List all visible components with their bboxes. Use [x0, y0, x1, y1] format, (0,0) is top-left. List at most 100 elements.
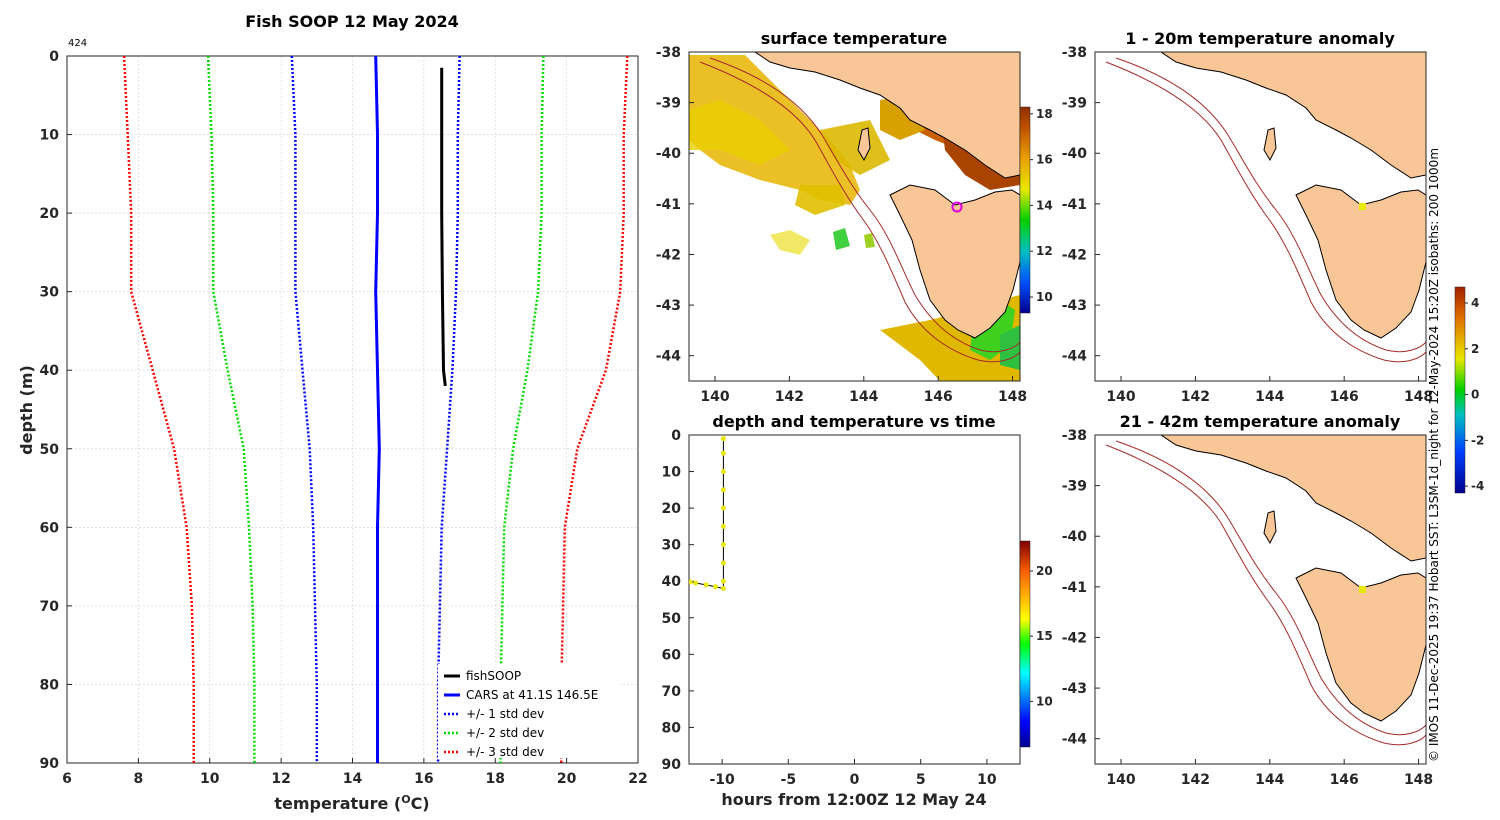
temperature-point	[720, 542, 726, 548]
x-tick-label: 140	[1106, 772, 1135, 788]
x-tick-label: 148	[998, 389, 1027, 405]
time-series-axes-box	[688, 434, 1021, 765]
anomaly-shallow-axes-box	[1094, 51, 1427, 382]
sst-colorbar	[1019, 106, 1031, 314]
y-tick-label: -41	[1062, 197, 1087, 213]
x-tick-label: 20	[557, 771, 577, 787]
time-series-colorbar	[1019, 540, 1031, 748]
anomaly-deep-x-ticks: 140 142 144 146 148	[1106, 759, 1433, 788]
y-tick-label: 60	[40, 520, 60, 536]
x-tick-label: 14	[343, 771, 363, 787]
temperature-point	[720, 487, 726, 493]
y-tick-label: -43	[1062, 298, 1087, 314]
colorbar-tick-label: -2	[1471, 433, 1484, 447]
anomaly-shallow-panel: 1 - 20m temperature anomaly 140 142 144 146…	[1062, 29, 1484, 494]
y-tick-label: 50	[40, 442, 60, 458]
sst-map-panel: surface temperature	[656, 29, 1053, 405]
x-tick-label: -10	[709, 772, 735, 788]
profile-y-ticks: 0 10 20 30 40 50 60 70 80 90	[40, 49, 72, 772]
y-tick-label: -40	[656, 146, 682, 162]
temperature-point	[720, 523, 726, 529]
colorbar-tick-label: 10	[1036, 290, 1053, 304]
y-tick-label: 10	[40, 128, 60, 144]
x-tick-label: 144	[849, 389, 878, 405]
profile-x-label: temperature (OC)	[274, 793, 429, 813]
profile-y-label: depth (m)	[17, 365, 36, 455]
y-tick-label: 50	[662, 611, 682, 627]
profile-legend: fishSOOP CARS at 41.1S 146.5E +/- 1 std de…	[438, 664, 620, 759]
legend-label: +/- 3 std dev	[466, 745, 544, 759]
x-tick-label: 146	[1330, 389, 1359, 405]
sst-map-title: surface temperature	[761, 29, 948, 48]
anomaly-colorbar-ticks: 4 2 0 -2 -4	[1465, 296, 1484, 493]
y-tick-label: -43	[656, 298, 681, 314]
anomaly-deep-y-ticks: -38 -39 -40 -41 -42 -43 -44	[1062, 428, 1100, 748]
temperature-point	[720, 578, 726, 584]
x-tick-label: 22	[628, 771, 647, 787]
anomaly-deep-title: 21 - 42m temperature anomaly	[1120, 412, 1401, 431]
series-line-4	[206, 56, 256, 763]
series-line-6	[122, 56, 195, 763]
colorbar-tick-label: 2	[1471, 342, 1479, 356]
x-tick-label: 10	[977, 772, 997, 788]
x-tick-label: -5	[781, 772, 797, 788]
profile-title: Fish SOOP 12 May 2024	[245, 12, 459, 31]
y-tick-label: 60	[662, 647, 682, 663]
y-tick-label: 80	[662, 720, 682, 736]
x-tick-label: 148	[1404, 389, 1433, 405]
anomaly-shallow-y-ticks: -38 -39 -40 -41 -42 -43 -44	[1062, 45, 1100, 365]
legend-box	[438, 664, 620, 758]
x-tick-label: 142	[1181, 772, 1210, 788]
profile-panel: Fish SOOP 12 May 2024 424 6 8 10 12 14 16 18 20…	[17, 12, 648, 813]
temperature-point	[720, 505, 726, 511]
x-tick-label: 144	[1255, 772, 1284, 788]
sst-y-ticks: -38 -39 -40 -41 -42 -43 -44	[656, 45, 694, 365]
time-series-x-ticks: -10 -5 0 5 10	[709, 759, 997, 788]
y-tick-label: -43	[1062, 681, 1087, 697]
temperature-point	[703, 582, 709, 588]
anomaly-colorbar	[1454, 286, 1466, 494]
x-tick-label: 6	[62, 771, 72, 787]
profile-grid	[66, 55, 639, 764]
y-tick-label: 30	[40, 285, 60, 301]
legend-label: CARS at 41.1S 146.5E	[466, 688, 598, 702]
x-tick-label: 8	[134, 771, 144, 787]
temperature-point	[720, 560, 726, 566]
legend-label: +/- 1 std dev	[466, 707, 544, 721]
y-tick-label: -38	[1062, 428, 1087, 444]
credit-text: © IMOS 11-Dec-2025 19:37 Hobart SST: L3S…	[1427, 148, 1441, 762]
x-tick-label: 10	[200, 771, 220, 787]
series-line-0	[440, 67, 447, 387]
anomaly-shallow-x-ticks: 140 142 144 146 148	[1106, 376, 1433, 405]
time-series-title: depth and temperature vs time	[712, 412, 995, 431]
anomaly-shallow-marker	[1359, 203, 1366, 210]
x-tick-label: 12	[271, 771, 290, 787]
y-tick-label: 0	[49, 49, 59, 65]
time-series-x-label: hours from 12:00Z 12 May 24	[721, 790, 986, 809]
y-tick-label: -38	[656, 45, 681, 61]
x-tick-label: 18	[486, 771, 505, 787]
sst-map-content	[689, 52, 1020, 381]
temperature-point	[720, 469, 726, 475]
y-tick-label: 30	[662, 538, 682, 554]
y-tick-label: -42	[1062, 247, 1087, 263]
legend-label: +/- 2 std dev	[466, 726, 544, 740]
colorbar-tick-label: 18	[1036, 107, 1053, 121]
time-series-colorbar-ticks: 20 15 10	[1030, 564, 1053, 708]
y-tick-label: 40	[40, 363, 60, 379]
time-series-panel: depth and temperature vs time -10 -5 0 5 10 …	[662, 412, 1053, 809]
temperature-point	[720, 436, 726, 442]
y-tick-label: -44	[1062, 732, 1088, 748]
x-tick-label: 146	[1330, 772, 1359, 788]
x-tick-label: 140	[1106, 389, 1135, 405]
y-tick-label: 20	[40, 206, 60, 222]
y-tick-label: 70	[662, 684, 682, 700]
temperature-point	[689, 579, 693, 585]
x-tick-label: 0	[850, 772, 860, 788]
x-tick-label: 16	[414, 771, 433, 787]
anomaly-deep-panel: 21 - 42m temperature anomaly 140 142 144 14…	[1062, 412, 1433, 788]
y-tick-label: -40	[1062, 146, 1088, 162]
y-tick-label: -41	[1062, 580, 1087, 596]
y-tick-label: 70	[40, 599, 60, 615]
y-tick-label: 0	[671, 428, 681, 444]
